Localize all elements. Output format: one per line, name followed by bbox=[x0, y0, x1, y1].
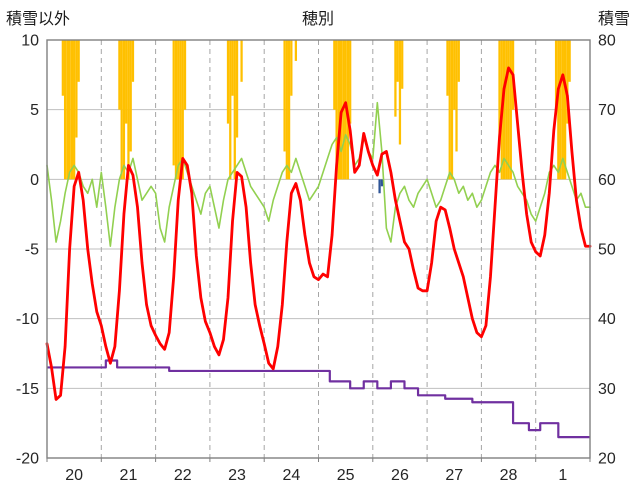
axis-tick-label: 26 bbox=[391, 467, 409, 484]
axis-tick-label: 28 bbox=[500, 467, 518, 484]
axis-tick-label: 50 bbox=[598, 242, 616, 259]
axis-tick-label: -5 bbox=[25, 242, 39, 259]
axis-tick-label: 24 bbox=[282, 467, 300, 484]
axis-tick-label: 60 bbox=[598, 172, 616, 189]
axis-tick-label: 5 bbox=[30, 102, 39, 119]
axis-tick-label: 30 bbox=[598, 381, 616, 398]
axis-tick-label: -20 bbox=[16, 451, 39, 468]
axis-tick-label: 20 bbox=[65, 467, 83, 484]
axis-tick-label: 27 bbox=[445, 467, 463, 484]
axis-tick-label: 22 bbox=[174, 467, 192, 484]
axis-tick-label: 25 bbox=[337, 467, 355, 484]
axis-tick-label: 1 bbox=[558, 467, 567, 484]
axis-tick-label: 40 bbox=[598, 311, 616, 328]
axis-tick-label: 23 bbox=[228, 467, 246, 484]
right-axis-title: 積雪 bbox=[597, 11, 630, 28]
chart-title: 穂別 bbox=[301, 11, 334, 28]
left-axis-title: 積雪以外 bbox=[6, 11, 71, 28]
axis-tick-label: 10 bbox=[21, 33, 39, 50]
axis-tick-label: -10 bbox=[16, 311, 39, 328]
axis-tick-label: 21 bbox=[120, 467, 138, 484]
axis-tick-label: 20 bbox=[598, 451, 616, 468]
axis-tick-label: -15 bbox=[16, 381, 39, 398]
axis-tick-label: 0 bbox=[30, 172, 39, 189]
axis-tick-label: 80 bbox=[598, 33, 616, 50]
axis-tick-label: 70 bbox=[598, 102, 616, 119]
